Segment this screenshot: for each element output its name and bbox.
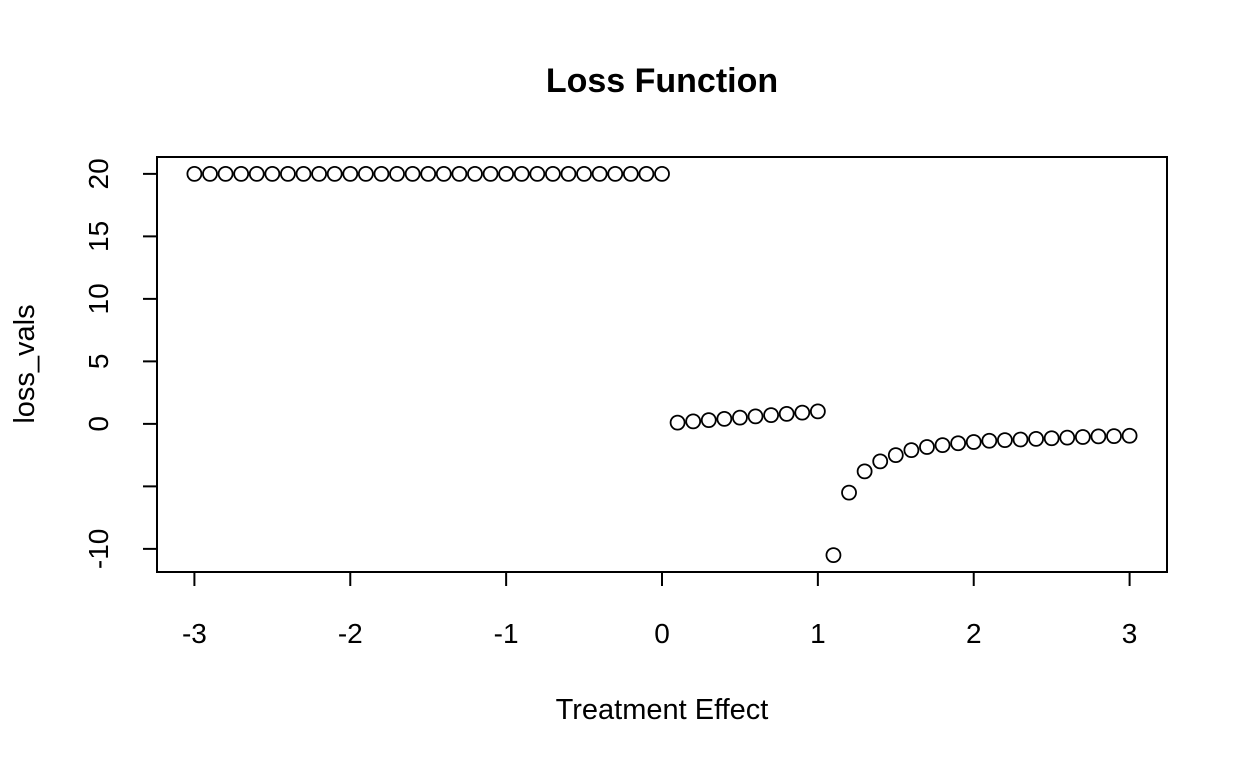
data-point	[498, 165, 515, 182]
data-point	[809, 403, 826, 420]
data-point	[342, 165, 359, 182]
data-point	[435, 165, 452, 182]
data-point	[965, 434, 982, 450]
data-point	[1059, 429, 1076, 446]
data-point	[482, 165, 499, 182]
x-tick-label: -2	[338, 618, 363, 649]
x-tick-label: -3	[182, 618, 207, 649]
data-point	[887, 447, 904, 464]
data-point	[576, 165, 592, 182]
x-axis-label: Treatment Effect	[556, 694, 769, 726]
data-point	[747, 408, 764, 425]
data-point	[248, 165, 265, 182]
data-point	[607, 165, 624, 182]
data-point	[280, 165, 296, 182]
x-tick-label: 3	[1122, 618, 1138, 649]
data-point	[544, 165, 561, 182]
data-point	[919, 439, 935, 455]
data-point	[404, 165, 421, 182]
data-point	[420, 165, 437, 182]
data-point	[716, 410, 733, 427]
data-point	[934, 437, 951, 454]
data-point	[700, 412, 717, 429]
data-point	[669, 414, 686, 431]
data-point	[685, 413, 702, 430]
data-point	[903, 442, 920, 459]
data-point	[326, 165, 343, 182]
data-point	[732, 409, 748, 426]
data-point	[654, 165, 670, 182]
data-point	[1043, 430, 1060, 447]
data-point	[560, 165, 577, 182]
data-point	[373, 165, 390, 182]
data-point	[1121, 427, 1138, 444]
data-point	[451, 165, 468, 182]
data-point	[1028, 430, 1044, 447]
data-point	[467, 165, 483, 182]
data-point	[1074, 429, 1091, 445]
data-point	[997, 432, 1013, 449]
data-point	[233, 165, 250, 182]
plot-frame	[156, 156, 1168, 573]
data-point	[295, 165, 312, 182]
data-point	[202, 165, 218, 182]
data-point	[825, 547, 842, 564]
x-tick-label: -1	[494, 618, 519, 649]
x-tick-label: 2	[966, 618, 982, 649]
y-tick-label: 20	[83, 158, 114, 189]
data-point	[638, 165, 655, 182]
data-point	[950, 435, 967, 452]
data-point	[217, 165, 234, 182]
data-point	[357, 165, 374, 182]
data-point	[1012, 431, 1029, 448]
x-tick-label: 1	[810, 618, 826, 649]
data-point	[1106, 428, 1122, 445]
y-tick-label: 5	[83, 354, 114, 370]
data-point	[529, 165, 546, 182]
data-point	[389, 165, 405, 182]
data-point	[186, 165, 203, 182]
y-tick-label: 0	[83, 416, 114, 432]
data-point	[981, 432, 998, 449]
data-point	[763, 407, 780, 424]
data-point	[264, 165, 281, 182]
data-point	[856, 463, 873, 480]
chart-title: Loss Function	[546, 62, 778, 100]
data-point	[311, 165, 327, 182]
y-tick-label: -10	[83, 529, 114, 569]
data-point	[872, 453, 889, 470]
data-point	[1090, 428, 1107, 445]
x-axis: -3 -2 -1 0 1 2 3	[182, 571, 1138, 649]
data-point	[622, 165, 639, 182]
y-axis-label: loss_vals	[9, 304, 41, 423]
data-point	[841, 484, 857, 501]
data-point	[591, 165, 608, 182]
data-point	[794, 404, 811, 421]
x-tick-label: 0	[654, 618, 670, 649]
y-tick-label: 15	[83, 221, 114, 252]
data-points	[186, 165, 1138, 564]
data-point	[513, 165, 530, 182]
y-tick-label: 10	[83, 283, 114, 314]
y-axis: -10 0 5 10 15 20	[83, 158, 158, 569]
data-point	[778, 405, 795, 422]
